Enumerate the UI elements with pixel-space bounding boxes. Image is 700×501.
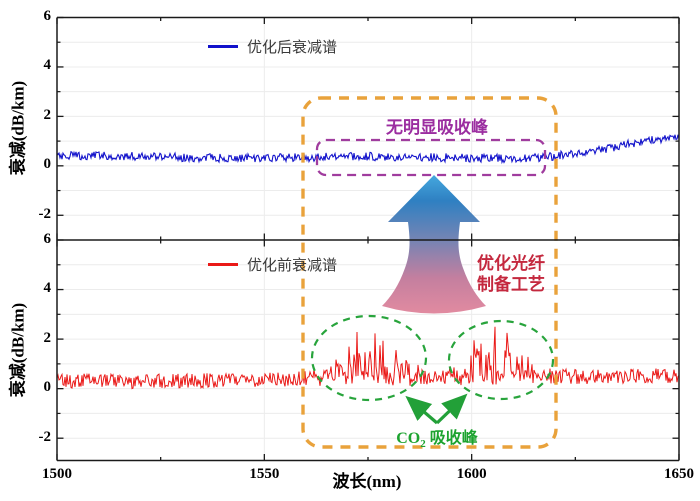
y-tick-label: 6	[43, 230, 52, 247]
y-tick-label: -2	[38, 428, 52, 445]
annotation-shapes	[301, 96, 558, 449]
improvement-arrow	[382, 175, 486, 314]
co2-peak-ellipse-right	[447, 319, 555, 401]
no-peak-dashed-box	[315, 138, 547, 177]
axes	[56, 16, 680, 462]
co2-arrow-left	[405, 395, 439, 425]
legend-after-optimization: 优化后衰减谱	[208, 36, 337, 57]
y-tick-label: 0	[43, 379, 52, 396]
y-tick-label: -2	[38, 205, 52, 222]
process-optimization-label: 优化光纤 制备工艺	[477, 253, 545, 295]
co2-label-subscript: 2	[420, 438, 426, 451]
process-label-line1: 优化光纤	[477, 254, 545, 273]
data-series	[56, 134, 680, 390]
co2-label-suffix: 吸收峰	[425, 430, 478, 447]
highlight-region-box	[301, 96, 558, 449]
x-tick-label: 1600	[456, 466, 487, 482]
legend-before-optimization: 优化前衰减谱	[208, 254, 337, 275]
legend-line-blue	[208, 45, 238, 48]
y-tick-label: 4	[43, 280, 52, 297]
y-tick-label: 0	[43, 156, 52, 173]
y-tick-label: 2	[43, 329, 52, 346]
legend-label-after: 优化后衰减谱	[247, 40, 338, 56]
process-label-line2: 制备工艺	[477, 275, 545, 294]
x-tick-label: 1500	[42, 466, 72, 482]
y-tick-label: 2	[43, 106, 52, 123]
x-tick-label: 1650	[664, 466, 694, 482]
x-axis-label: 波长(nm)	[332, 472, 402, 491]
x-tick-label: 1550	[249, 466, 280, 482]
co2-peak-ellipse-left	[310, 314, 428, 402]
no-absorption-peak-label: 无明显吸收峰	[386, 118, 488, 137]
y-tick-label: 6	[43, 8, 52, 24]
y-tick-label: 4	[43, 57, 52, 74]
co2-arrow-right	[435, 393, 468, 425]
co2-label-prefix: CO	[396, 430, 421, 447]
legend-label-before: 优化前衰减谱	[247, 258, 338, 274]
co2-absorption-peak-label: CO2 吸收峰	[396, 424, 478, 450]
legend-line-red	[208, 263, 238, 266]
